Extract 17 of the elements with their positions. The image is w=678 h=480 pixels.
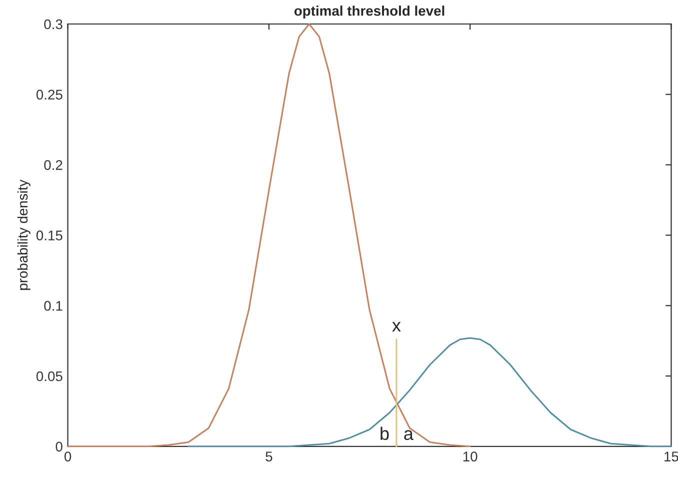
annotation: x bbox=[392, 322, 401, 332]
y-tick-label: 0 bbox=[56, 442, 62, 452]
y-tick-label: 0.05 bbox=[36, 371, 62, 382]
y-tick-label: 0.3 bbox=[44, 19, 62, 30]
x-tick-label: 5 bbox=[266, 452, 272, 462]
y-tick-label: 0.1 bbox=[44, 300, 62, 311]
x-tick-label: 10 bbox=[463, 452, 478, 462]
y-axis-title: probability density bbox=[17, 180, 30, 290]
chart-title: optimal threshold level bbox=[294, 6, 444, 19]
x-tick-label: 15 bbox=[664, 452, 678, 462]
line-series bbox=[188, 337, 672, 448]
annotation: a bbox=[404, 430, 414, 440]
annotation: b bbox=[380, 426, 389, 440]
y-tick-label: 0.15 bbox=[36, 230, 62, 240]
x-tick-label: 0 bbox=[64, 452, 72, 462]
y-tick-label: 0.2 bbox=[44, 160, 62, 170]
y-tick-label: 0.25 bbox=[36, 90, 62, 100]
